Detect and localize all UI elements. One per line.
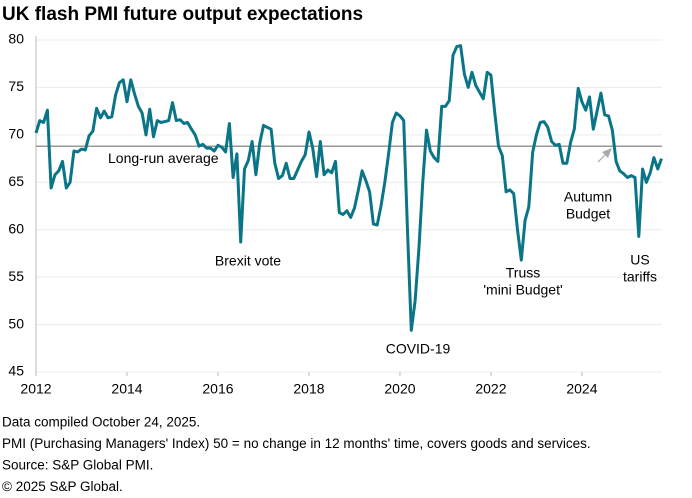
x-tick-label: 2022 — [475, 381, 506, 397]
x-tick-label: 2012 — [20, 381, 51, 397]
y-tick-label: 55 — [8, 268, 24, 284]
annotation: 'mini Budget' — [483, 282, 562, 298]
footnote: Source: S&P Global PMI. — [2, 458, 153, 473]
reference-label: Long-run average — [108, 150, 219, 166]
y-tick-label: 80 — [8, 31, 24, 47]
annotation-arrowhead — [602, 148, 612, 158]
x-tick-label: 2024 — [566, 381, 597, 397]
footnote: © 2025 S&P Global. — [2, 479, 123, 494]
footnote: Data compiled October 24, 2025. — [2, 415, 200, 430]
footnote: PMI (Purchasing Managers' Index) 50 = no… — [2, 436, 591, 451]
x-tick-label: 2018 — [293, 381, 324, 397]
annotation: Budget — [566, 206, 610, 222]
y-tick-label: 75 — [8, 78, 24, 94]
y-tick-label: 50 — [8, 315, 24, 331]
x-tick-label: 2014 — [111, 381, 142, 397]
annotation: tariffs — [623, 269, 657, 285]
y-tick-label: 60 — [8, 220, 24, 236]
y-tick-label: 45 — [8, 363, 24, 379]
annotation: Truss — [506, 265, 540, 281]
annotation: Autumn — [564, 189, 612, 205]
annotation: COVID-19 — [386, 341, 451, 357]
data-line — [34, 44, 663, 332]
x-tick-label: 2020 — [384, 381, 415, 397]
chart-title: UK flash PMI future output expectations — [2, 4, 363, 25]
y-tick-label: 65 — [8, 173, 24, 189]
y-tick-label: 70 — [8, 126, 24, 142]
annotation: Brexit vote — [215, 253, 281, 269]
annotation: US — [630, 252, 649, 268]
x-tick-label: 2016 — [202, 381, 233, 397]
